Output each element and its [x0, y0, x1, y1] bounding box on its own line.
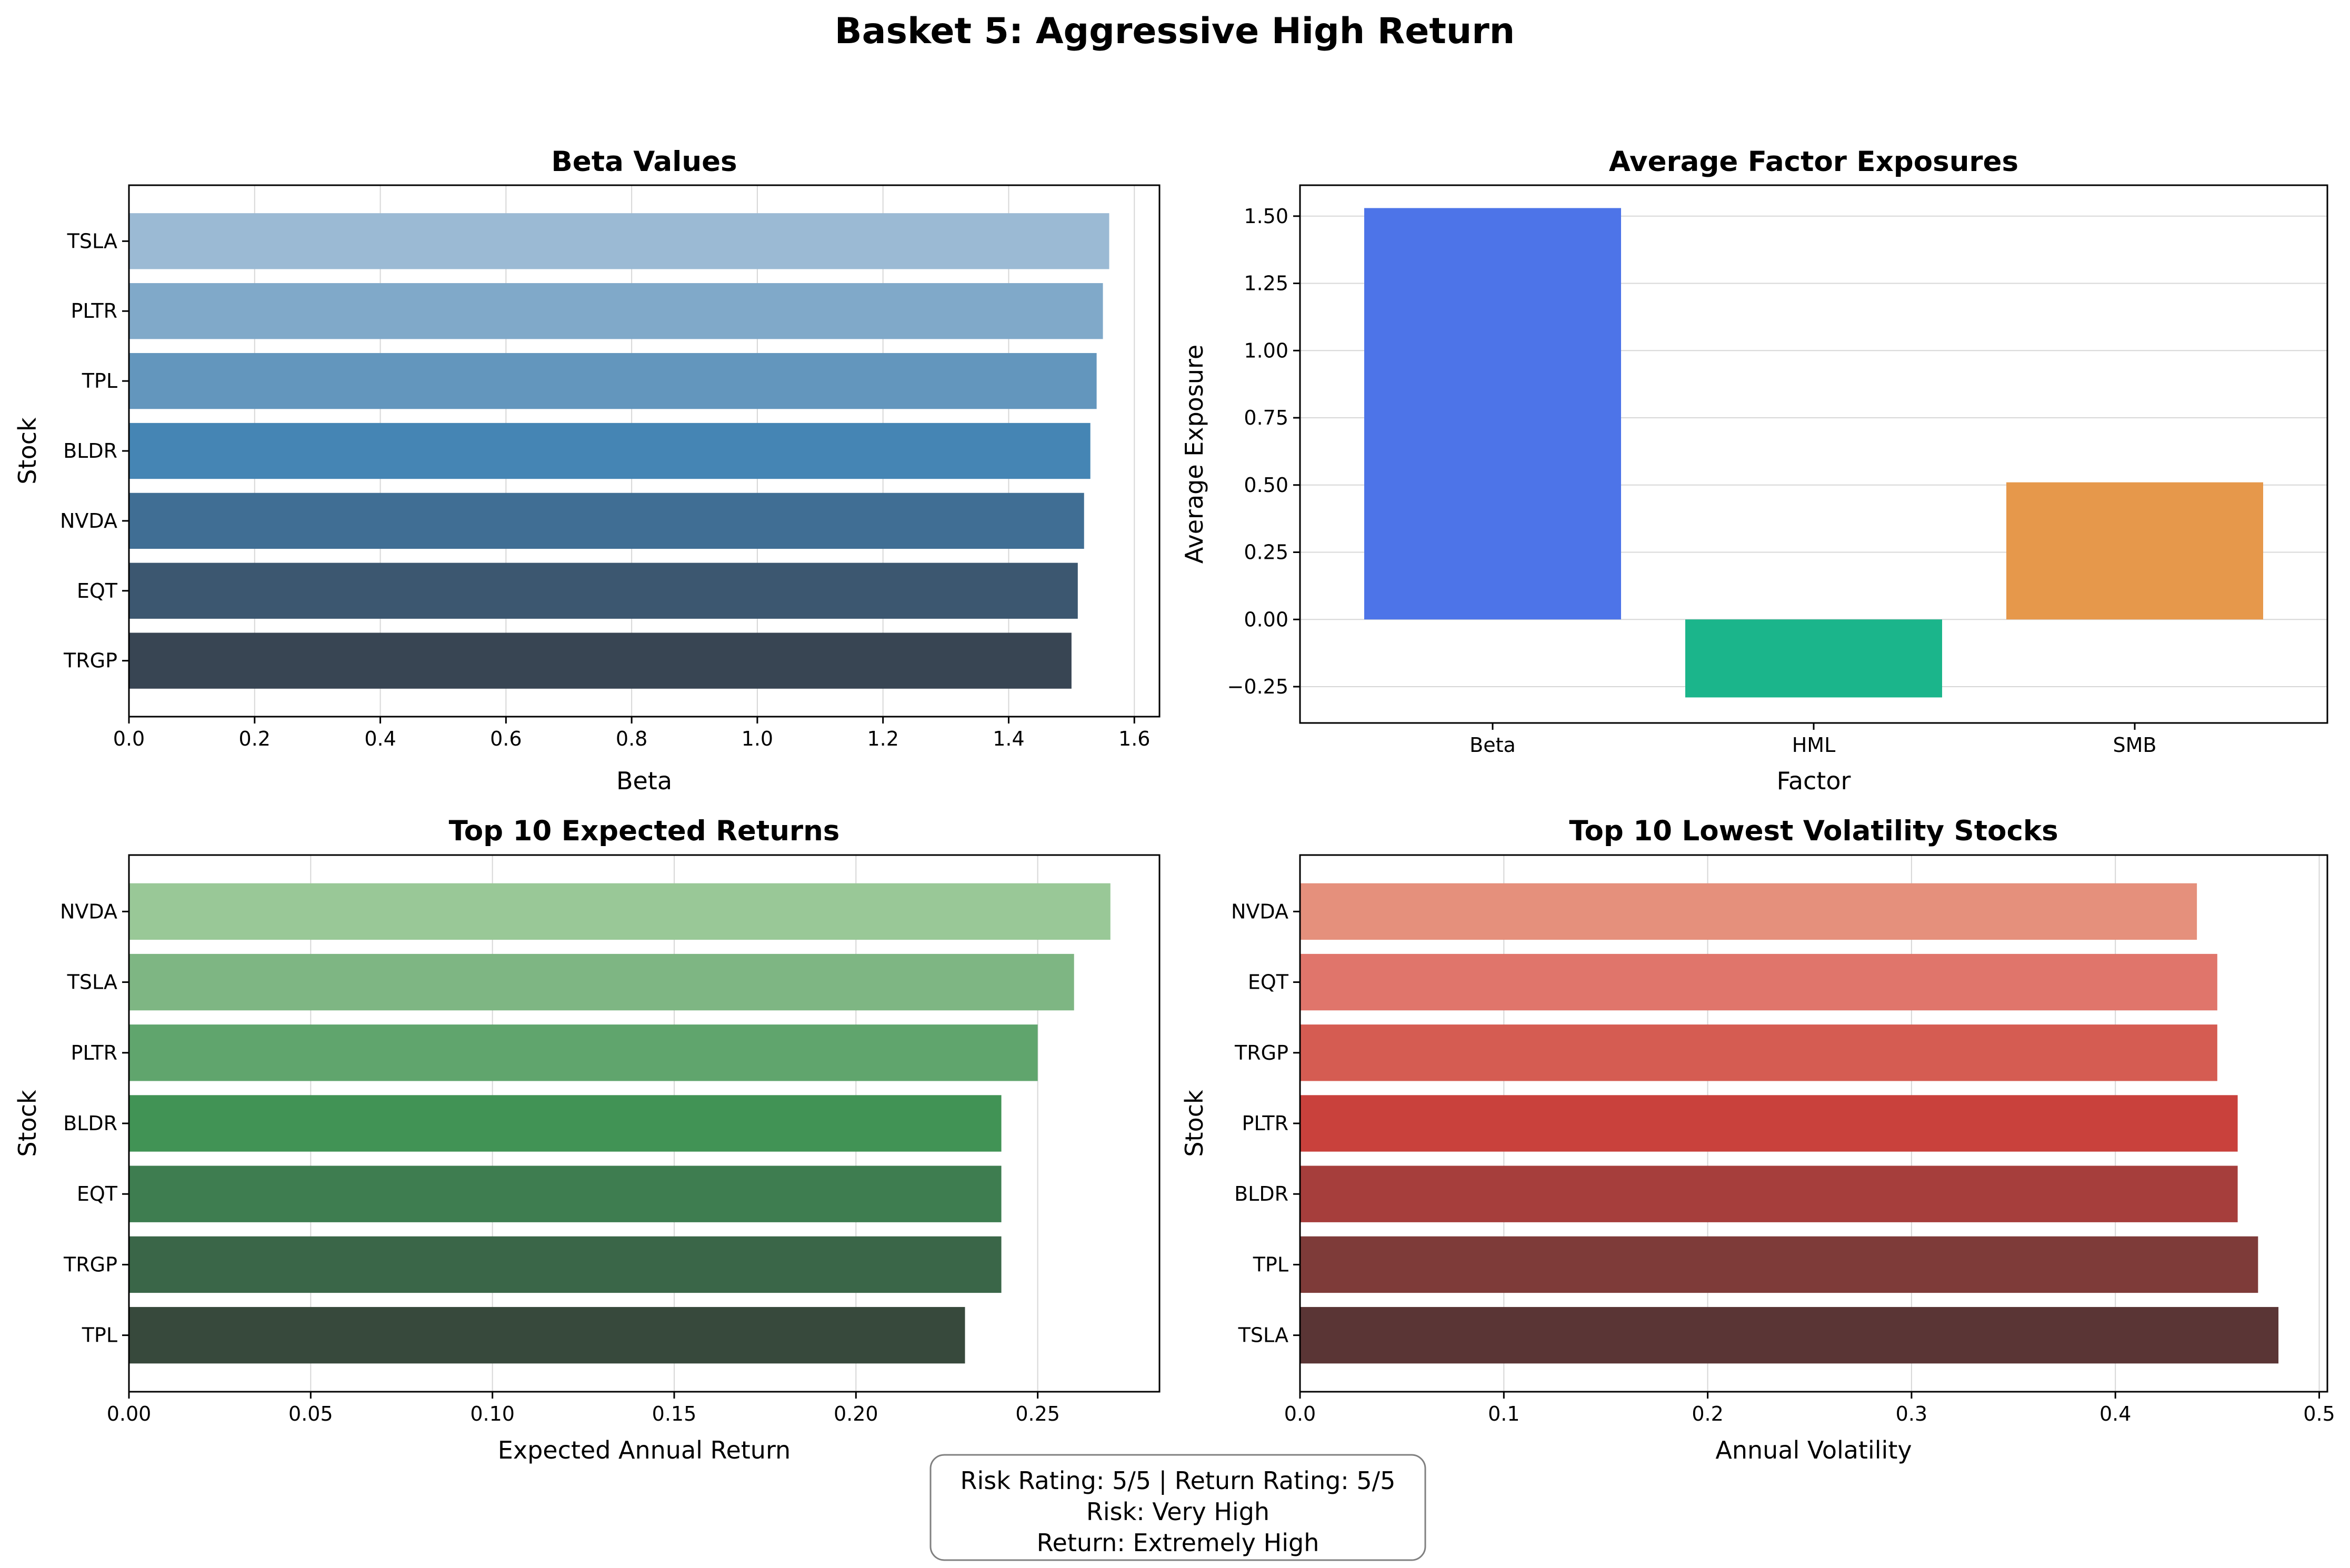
rating-info-box: Risk Rating: 5/5 | Return Rating: 5/5 Ri… — [929, 1454, 1426, 1561]
x-tick-label: 0.8 — [616, 727, 647, 750]
y-tick-label: TRGP — [63, 1253, 117, 1276]
y-axis-label: Stock — [13, 417, 42, 485]
y-tick-label: −0.25 — [1227, 675, 1288, 698]
y-tick-label: PLTR — [1242, 1112, 1288, 1135]
y-tick-label: NVDA — [60, 900, 117, 923]
y-tick-label: EQT — [1248, 971, 1289, 994]
bar-trgp — [129, 632, 1072, 689]
y-tick-label: TPL — [82, 369, 117, 393]
x-axis-label: Factor — [1777, 767, 1851, 795]
x-tick-label: 0.3 — [1896, 1402, 1927, 1425]
x-tick-label: 0.5 — [2303, 1402, 2335, 1425]
chart-top-10-lowest-volatility: 0.0 0.1 0.2 0.3 0.4 0.5 NVDA EQT TRGP PLTR BLDR TPL… — [1180, 815, 2335, 1464]
y-tick-label: BLDR — [1234, 1182, 1288, 1205]
y-tick-label: 0.50 — [1244, 474, 1288, 497]
x-tick-label: 1.0 — [742, 727, 773, 750]
chart-title: Beta Values — [551, 146, 737, 178]
y-axis-label: Stock — [1180, 1090, 1208, 1157]
bar-pltr — [1300, 1095, 2238, 1152]
x-tick-label: 1.2 — [867, 727, 898, 750]
bar-eqt — [129, 562, 1078, 619]
bar-pltr — [129, 1024, 1038, 1081]
x-tick-label: 0.2 — [239, 727, 271, 750]
figure-title: Basket 5: Aggressive High Return — [835, 11, 1515, 52]
bar-bldr — [129, 423, 1091, 479]
x-tick-label: 0.6 — [490, 727, 522, 750]
x-tick-label: Beta — [1469, 733, 1516, 757]
bar-nvda — [1300, 883, 2197, 940]
bar-eqt — [129, 1165, 1002, 1222]
risk-line: Risk: Very High — [1086, 1497, 1269, 1526]
y-tick-label: EQT — [77, 579, 118, 602]
y-tick-label: PLTR — [71, 1041, 117, 1064]
y-tick-label: 1.50 — [1244, 205, 1288, 228]
bar-eqt — [1300, 953, 2217, 1011]
x-tick-label: 0.0 — [1284, 1402, 1316, 1425]
y-tick-label: 0.25 — [1244, 541, 1288, 564]
x-tick-label: 1.4 — [993, 727, 1024, 750]
x-tick-label: 0.0 — [113, 727, 145, 750]
y-tick-label: NVDA — [60, 509, 117, 532]
y-tick-label: BLDR — [63, 439, 117, 463]
x-tick-label: 0.00 — [107, 1402, 152, 1425]
bar-pltr — [129, 283, 1103, 339]
bar-beta — [1364, 208, 1621, 620]
x-tick-label: 0.4 — [364, 727, 396, 750]
bar-nvda — [129, 883, 1111, 940]
x-tick-label: 0.05 — [288, 1402, 333, 1425]
x-tick-label: SMB — [2113, 733, 2157, 757]
bar-bldr — [1300, 1165, 2238, 1222]
chart-title: Top 10 Lowest Volatility Stocks — [1569, 815, 2058, 847]
rating-line: Risk Rating: 5/5 | Return Rating: 5/5 — [961, 1466, 1396, 1495]
bar-smb — [2006, 482, 2263, 620]
y-tick-label: 1.25 — [1244, 272, 1288, 295]
x-tick-label: 0.2 — [1692, 1402, 1723, 1425]
y-tick-label: TPL — [1253, 1253, 1288, 1276]
x-tick-label: 0.15 — [652, 1402, 697, 1425]
y-tick-label: TSLA — [67, 971, 117, 994]
bar-tsla — [1300, 1306, 2279, 1364]
bar-nvda — [129, 492, 1084, 549]
bar-trgp — [1300, 1024, 2217, 1081]
bar-hml — [1685, 619, 1942, 698]
return-line: Return: Extremely High — [1037, 1529, 1319, 1557]
x-axis-label: Expected Annual Return — [498, 1436, 791, 1464]
y-tick-label: TRGP — [1234, 1041, 1288, 1064]
y-axis-label: Stock — [13, 1090, 42, 1157]
chart-title: Top 10 Expected Returns — [449, 815, 840, 847]
y-tick-label: 1.00 — [1244, 339, 1288, 362]
bar-tsla — [129, 213, 1109, 269]
bar-tpl — [1300, 1236, 2258, 1293]
bar-tpl — [129, 1306, 965, 1364]
y-tick-label: 0.00 — [1244, 608, 1288, 631]
chart-beta-values: 0.0 0.2 0.4 0.6 0.8 1.0 1.2 1.4 1.6 TSLA PLTR TPL BL… — [13, 146, 1161, 795]
y-axis-label: Average Exposure — [1180, 345, 1208, 564]
x-tick-label: 1.6 — [1118, 727, 1150, 750]
chart-average-factor-exposures: −0.25 0.00 0.25 0.50 0.75 1.00 1.25 1.50 Beta HML… — [1180, 146, 2328, 795]
x-axis-label: Annual Volatility — [1715, 1436, 1912, 1464]
y-tick-label: TRGP — [63, 649, 117, 672]
bar-bldr — [129, 1095, 1002, 1152]
y-tick-label: BLDR — [63, 1112, 117, 1135]
y-tick-label: TSLA — [1238, 1324, 1288, 1347]
y-tick-label: TPL — [82, 1324, 117, 1347]
chart-top-10-expected-returns: 0.00 0.05 0.10 0.15 0.20 0.25 NVDA TSLA PLTR BLDR… — [13, 815, 1161, 1464]
x-tick-label: 0.4 — [2099, 1402, 2131, 1425]
y-tick-label: TSLA — [67, 229, 117, 253]
chart-title: Average Factor Exposures — [1609, 146, 2018, 178]
x-axis-label: Beta — [616, 767, 672, 795]
x-tick-label: HML — [1792, 733, 1836, 757]
bar-trgp — [129, 1236, 1002, 1293]
bar-tpl — [129, 353, 1097, 409]
bar-tsla — [129, 953, 1074, 1011]
y-tick-label: EQT — [77, 1182, 118, 1205]
x-tick-label: 0.1 — [1488, 1402, 1519, 1425]
x-tick-label: 0.25 — [1015, 1402, 1060, 1425]
x-tick-label: 0.10 — [470, 1402, 515, 1425]
y-tick-label: 0.75 — [1244, 406, 1288, 429]
y-tick-label: NVDA — [1231, 900, 1288, 923]
y-tick-label: PLTR — [71, 299, 117, 323]
x-tick-label: 0.20 — [834, 1402, 878, 1425]
